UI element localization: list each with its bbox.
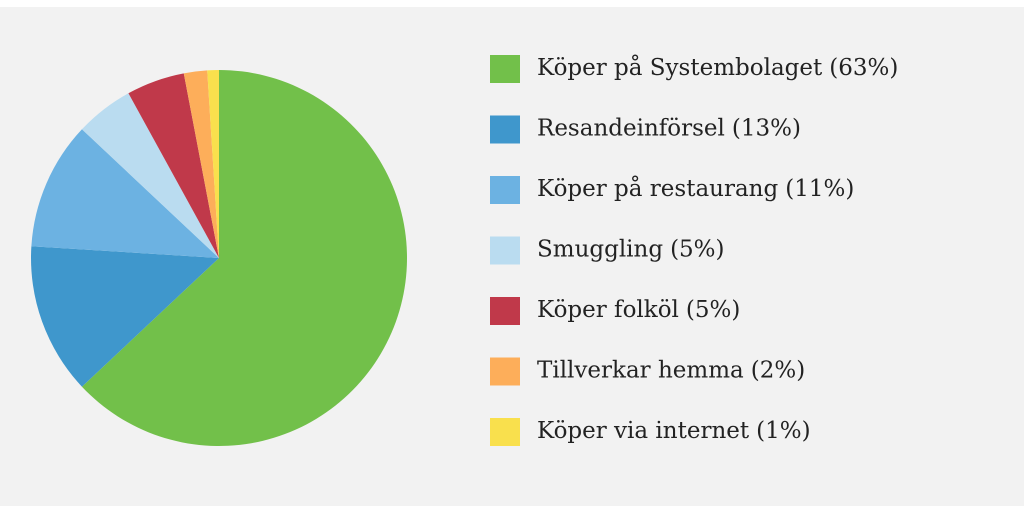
- legend-swatch: [490, 297, 520, 325]
- pie-slice: [81, 70, 408, 446]
- legend-value: (63%): [829, 55, 898, 81]
- legend-label: Resandeinförsel (13%): [537, 116, 801, 142]
- legend-label: Köper via internet (1%): [537, 418, 811, 444]
- legend-value: (13%): [732, 116, 801, 142]
- legend-category: Resandeinförsel: [537, 116, 725, 142]
- legend-label: Köper på restaurang (11%): [537, 175, 854, 202]
- legend-swatch: [490, 176, 520, 204]
- legend-swatch: [490, 115, 520, 144]
- pie-slice: [31, 129, 220, 258]
- pie: [31, 70, 408, 446]
- legend-label: Köper folköl (5%): [537, 297, 740, 323]
- legend-swatch: [490, 55, 520, 83]
- pie-slice: [81, 93, 220, 259]
- pie-slice: [128, 73, 219, 259]
- legend-category: Smuggling: [537, 237, 663, 263]
- legend-category: Köper på restaurang: [537, 175, 778, 202]
- pie-slice: [31, 246, 220, 387]
- legend-swatch: [490, 357, 520, 386]
- legend-value: (5%): [686, 297, 740, 323]
- legend-label: Köper på Systembolaget (63%): [537, 54, 898, 81]
- legend-label: Tillverkar hemma (2%): [537, 358, 805, 384]
- legend-value: (5%): [670, 237, 724, 263]
- legend-category: Tillverkar hemma: [537, 358, 744, 384]
- legend-swatch: [490, 418, 520, 446]
- legend-category: Köper via internet: [537, 418, 750, 444]
- legend-label: Smuggling (5%): [537, 237, 725, 263]
- legend-category: Köper på Systembolaget: [537, 54, 823, 81]
- legend-value: (2%): [751, 358, 805, 384]
- legend: Köper på Systembolaget (63%) Resandeinförs…: [490, 54, 898, 446]
- pie-slice: [207, 70, 219, 258]
- legend-swatch: [490, 236, 520, 265]
- pie-slice: [183, 70, 219, 258]
- legend-value: (11%): [785, 176, 854, 202]
- legend-category: Köper folköl: [537, 297, 679, 323]
- legend-value: (1%): [756, 418, 810, 444]
